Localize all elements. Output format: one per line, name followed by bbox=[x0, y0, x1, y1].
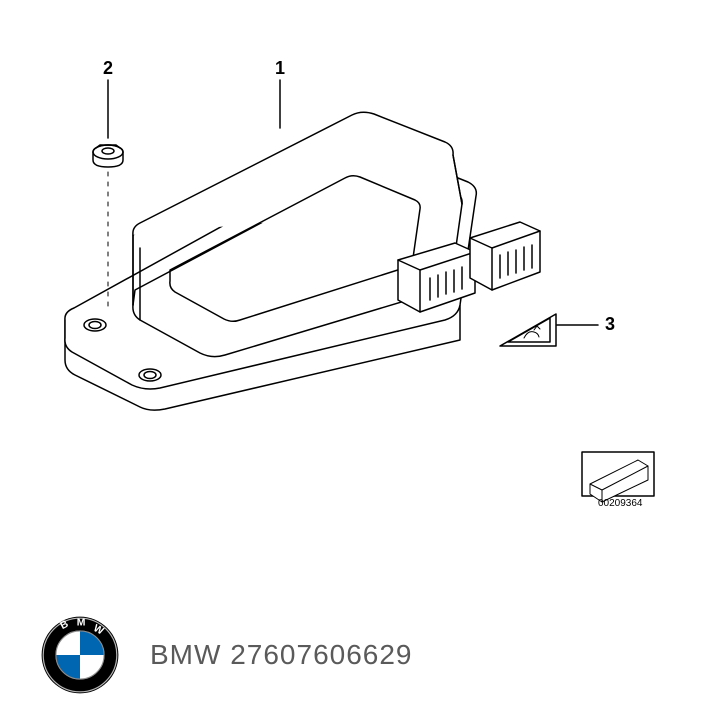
brand-part-label: BMW 27607606629 bbox=[150, 639, 413, 671]
brand-bar: B M W BMW 27607606629 bbox=[0, 590, 720, 720]
svg-text:M: M bbox=[77, 617, 86, 628]
part-illustration bbox=[0, 0, 720, 560]
bmw-logo-icon: B M W bbox=[40, 615, 120, 695]
callout-3: 3 bbox=[605, 314, 615, 335]
callout-1: 1 bbox=[275, 58, 285, 79]
diagram-canvas: 1 2 3 00209364 B M W BMW 27607606629 bbox=[0, 0, 720, 720]
reference-number: 00209364 bbox=[598, 498, 643, 509]
callout-2: 2 bbox=[103, 58, 113, 79]
